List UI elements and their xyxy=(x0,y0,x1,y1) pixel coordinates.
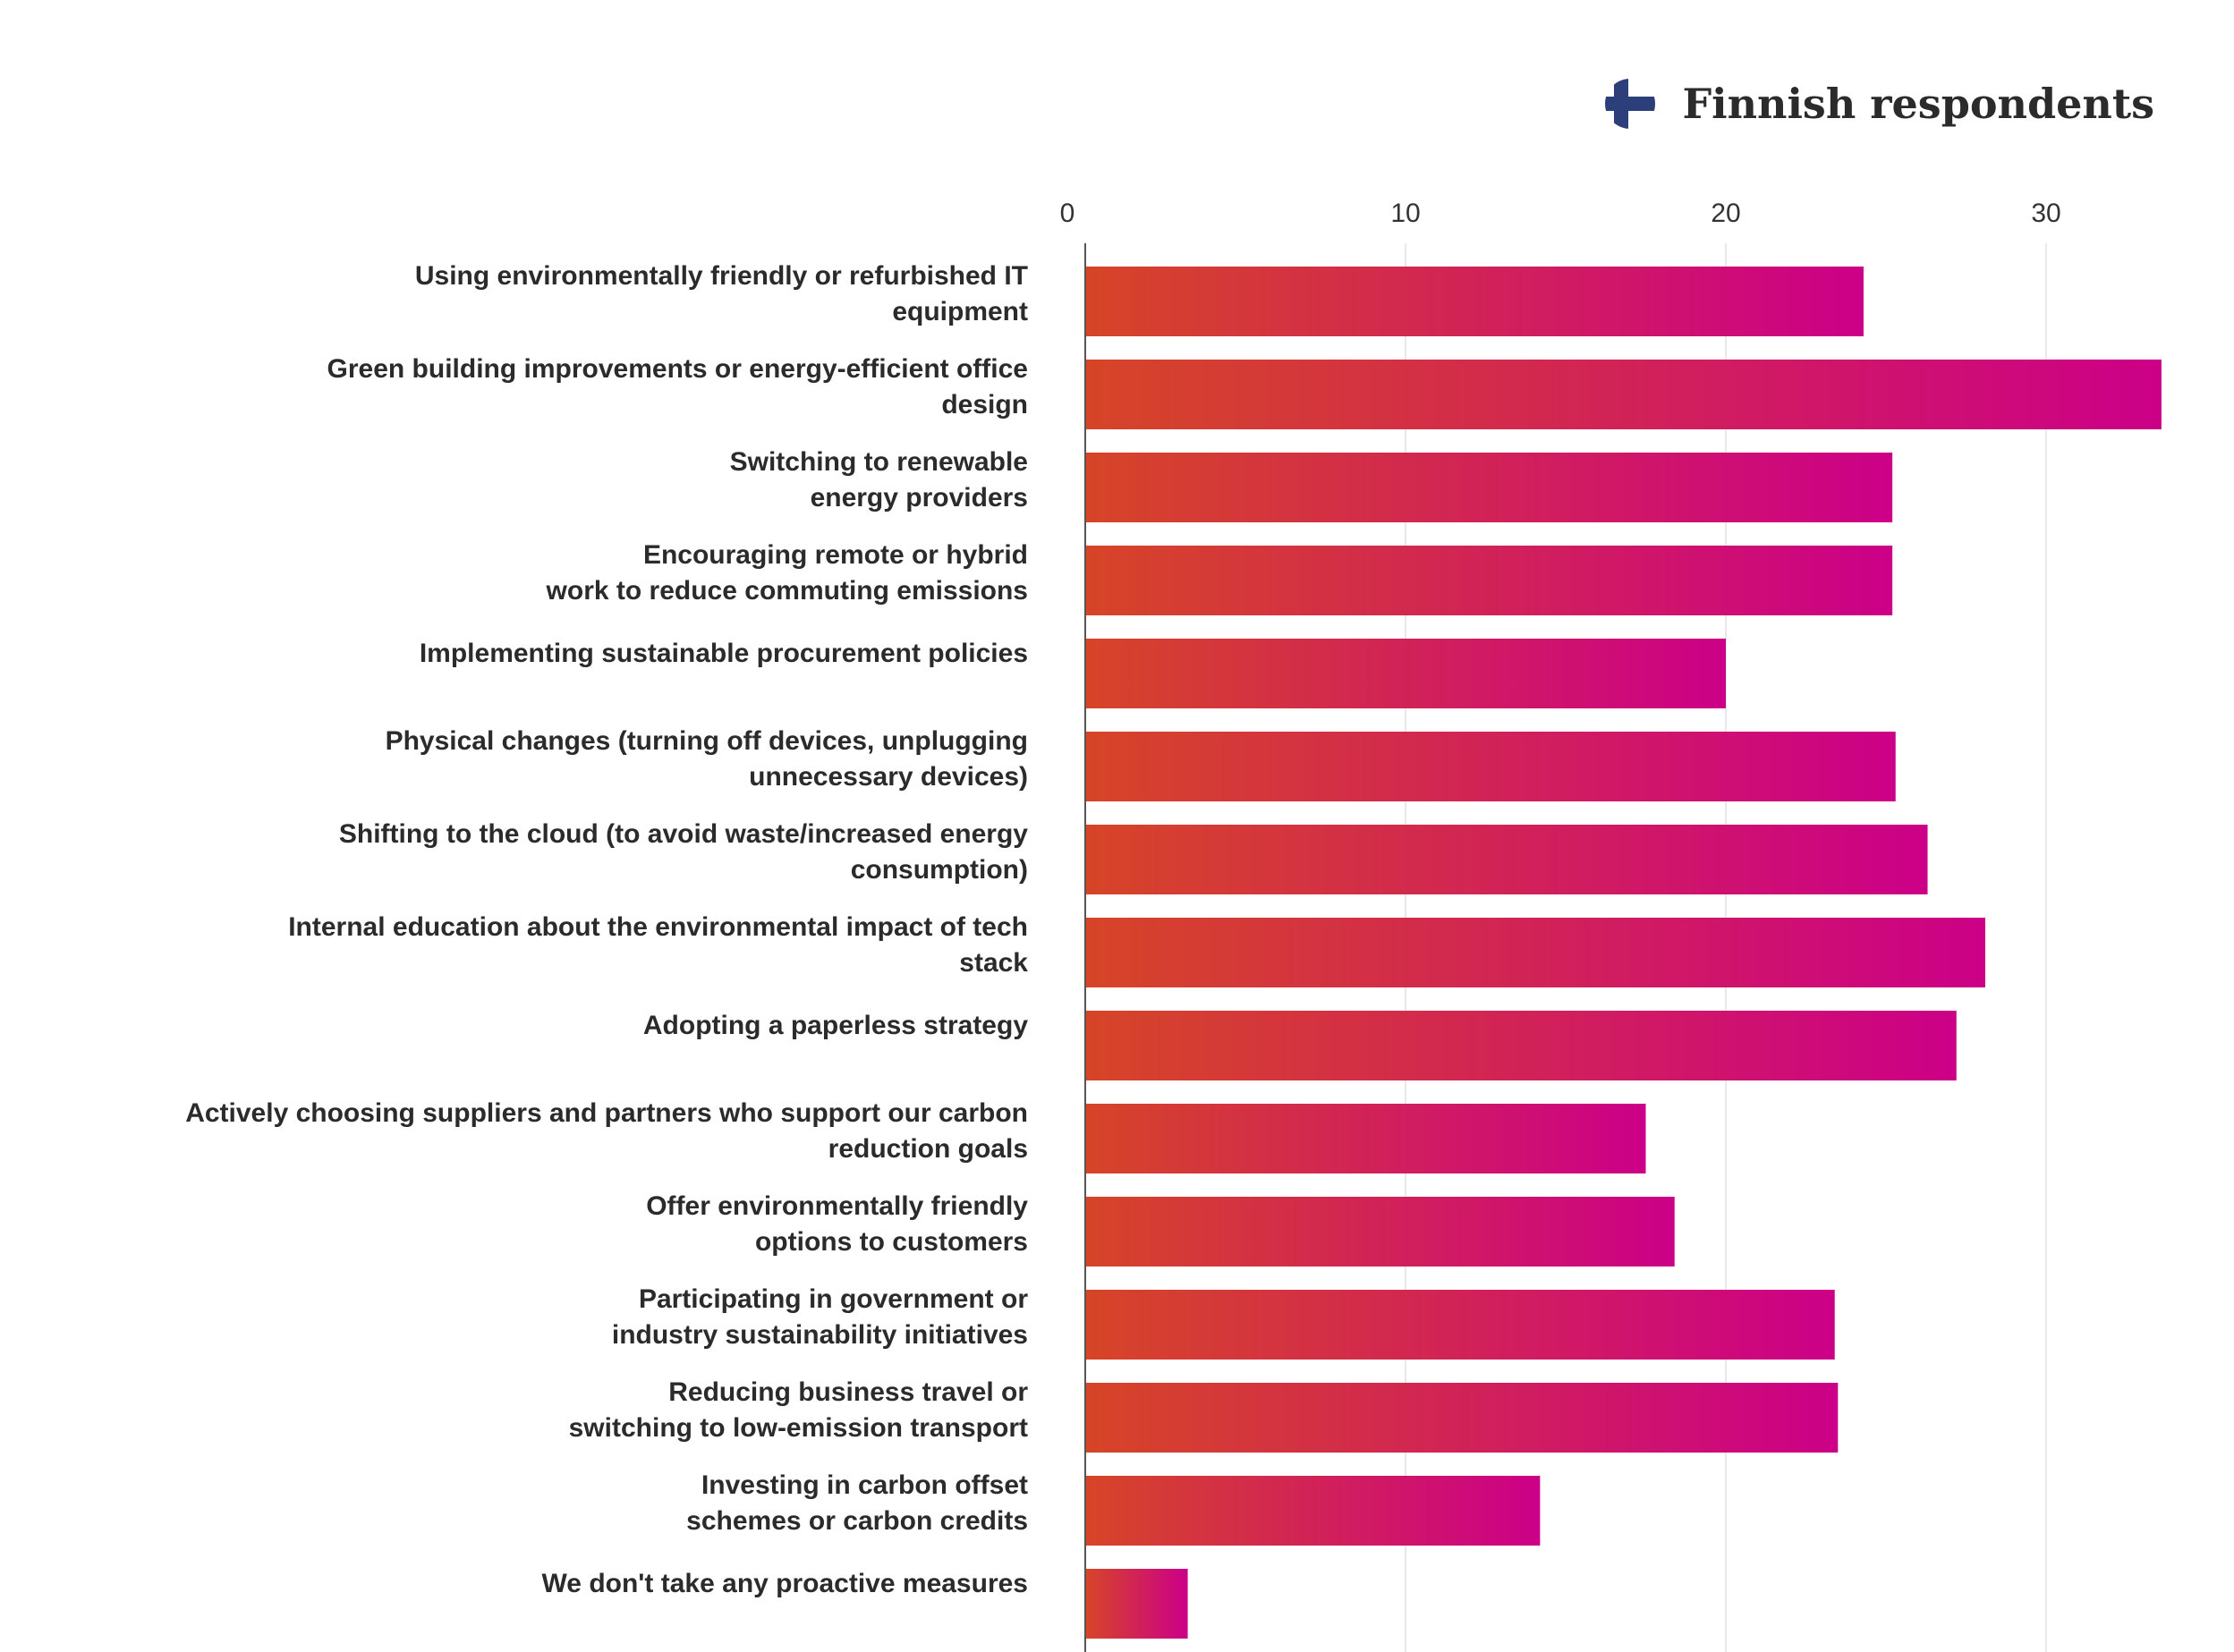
category-label: Shifting to the cloud (to avoid waste/in… xyxy=(339,819,1028,885)
bar xyxy=(1085,1476,1541,1546)
category-label: Offer environmentally friendly options to… xyxy=(646,1191,1028,1257)
category-label: Encouraging remote or hybrid work to redu… xyxy=(546,540,1028,606)
category-label-line: equipment xyxy=(892,297,1028,326)
category-label-line: Reducing business travel or xyxy=(668,1377,1028,1407)
category-label-line: unnecessary devices) xyxy=(749,762,1028,792)
category-label-line: Internal education about the environment… xyxy=(288,912,1028,942)
bar xyxy=(1085,732,1896,801)
x-tick-label: 20 xyxy=(1711,199,1740,228)
category-label-line: Shifting to the cloud (to avoid waste/in… xyxy=(339,819,1028,849)
category-label-line: Green building improvements or energy-ef… xyxy=(327,354,1028,384)
x-tick-label: 30 xyxy=(2031,199,2060,228)
category-label: Internal education about the environment… xyxy=(288,912,1028,978)
category-label: Switching to renewable energy providers xyxy=(730,447,1028,513)
category-label-line: Using environmentally friendly or refurb… xyxy=(415,261,1028,291)
category-label-line: Offer environmentally friendly xyxy=(646,1191,1028,1221)
bar xyxy=(1085,1569,1188,1639)
category-label-line: Implementing sustainable procurement pol… xyxy=(420,639,1028,668)
bar xyxy=(1085,639,1726,708)
category-label: Physical changes (turning off devices, u… xyxy=(386,726,1028,792)
category-label-line: Switching to renewable xyxy=(730,447,1028,477)
category-label-line: Actively choosing suppliers and partners… xyxy=(185,1098,1028,1128)
x-tick-label: 10 xyxy=(1390,199,1420,228)
category-label: Actively choosing suppliers and partners… xyxy=(185,1098,1028,1164)
bar xyxy=(1085,1383,1839,1453)
bar xyxy=(1085,453,1893,522)
finland-flag-icon xyxy=(1605,79,1656,129)
category-label: Participating in government or industry s… xyxy=(612,1284,1028,1350)
bar xyxy=(1085,1011,1957,1080)
category-label-line: design xyxy=(941,390,1028,419)
category-label-line: options to customers xyxy=(755,1227,1028,1257)
category-label: We don't take any proactive measures xyxy=(542,1569,1028,1598)
category-label-line: consumption) xyxy=(851,855,1028,885)
bar xyxy=(1085,918,1985,987)
category-label: Using environmentally friendly or refurb… xyxy=(415,261,1028,326)
bar xyxy=(1085,1197,1675,1267)
chart-title-group: Finnish respondents xyxy=(1605,79,2154,129)
category-label-line: Investing in carbon offset xyxy=(701,1470,1028,1500)
category-label-line: We don't take any proactive measures xyxy=(542,1569,1028,1598)
category-label-line: Participating in government or xyxy=(639,1284,1028,1314)
category-label-line: stack xyxy=(959,948,1028,978)
category-label: Investing in carbon offset schemes or car… xyxy=(686,1470,1028,1536)
category-label-line: Encouraging remote or hybrid xyxy=(643,540,1028,570)
category-label-line: Physical changes (turning off devices, u… xyxy=(386,726,1028,756)
bar xyxy=(1085,267,1864,336)
category-label-line: switching to low-emission transport xyxy=(569,1413,1028,1443)
bar xyxy=(1085,825,1928,894)
category-label-line: reduction goals xyxy=(828,1134,1028,1164)
category-label-line: Adopting a paperless strategy xyxy=(643,1011,1028,1040)
bar xyxy=(1085,1290,1835,1360)
category-label: Reducing business travel or switching to … xyxy=(569,1377,1029,1443)
category-label: Green building improvements or energy-ef… xyxy=(327,354,1028,419)
category-label: Adopting a paperless strategy xyxy=(643,1011,1028,1040)
category-label: Implementing sustainable procurement pol… xyxy=(420,639,1028,668)
chart-title: Finnish respondents xyxy=(1682,80,2154,128)
category-label-line: schemes or carbon credits xyxy=(686,1506,1028,1536)
category-label-line: work to reduce commuting emissions xyxy=(546,576,1028,606)
category-label-line: industry sustainability initiatives xyxy=(612,1320,1028,1350)
bar xyxy=(1085,360,2162,429)
category-label-line: energy providers xyxy=(811,483,1028,513)
bar xyxy=(1085,1104,1646,1173)
bar xyxy=(1085,546,1893,615)
x-tick-label: 0 xyxy=(1060,199,1075,228)
